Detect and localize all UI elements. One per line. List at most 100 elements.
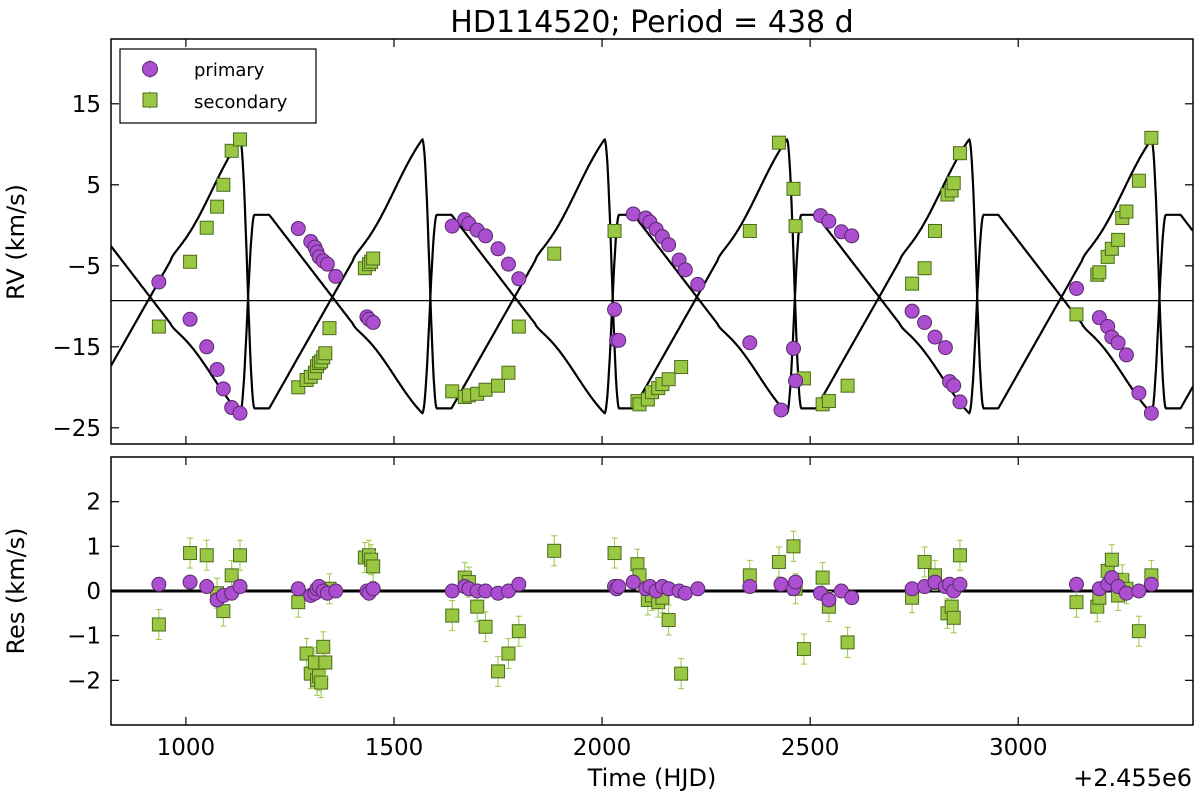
- x-tick-label: 2000: [573, 735, 632, 761]
- x-axis-label: Time (HJD): [587, 764, 717, 792]
- primary-point: [1143, 405, 1159, 421]
- secondary-point: [607, 223, 622, 238]
- primary-point: [478, 583, 494, 599]
- secondary-point: [151, 609, 166, 640]
- secondary-point: [366, 550, 381, 582]
- secondary-point: [674, 360, 689, 375]
- secondary-point: [607, 537, 622, 569]
- primary-point: [742, 335, 758, 351]
- primary-point: [788, 373, 804, 389]
- secondary-point: [199, 539, 214, 571]
- legend-marker-primary: [142, 60, 158, 78]
- secondary-point: [946, 176, 961, 191]
- secondary-point: [821, 394, 836, 409]
- primary-point: [478, 228, 494, 244]
- primary-point: [625, 574, 641, 590]
- secondary-point: [210, 199, 225, 214]
- secondary-point: [840, 626, 855, 658]
- primary-point: [328, 583, 344, 599]
- primary-point: [788, 574, 804, 590]
- secondary-point: [742, 223, 757, 238]
- secondary-point: [917, 546, 932, 578]
- primary-point: [151, 576, 167, 592]
- primary-point: [232, 579, 248, 595]
- y-tick-label: −2: [67, 668, 101, 694]
- primary-point: [1068, 280, 1084, 296]
- primary-point: [952, 394, 968, 410]
- secondary-point: [547, 246, 562, 261]
- x-offset-label: +2.455e6: [1073, 764, 1192, 792]
- secondary-point: [322, 321, 337, 336]
- secondary-point: [905, 276, 920, 291]
- primary-point: [209, 361, 225, 377]
- secondary-point: [183, 537, 198, 569]
- legend-box: [119, 48, 317, 124]
- secondary-point: [952, 146, 967, 161]
- secondary-point: [491, 378, 506, 393]
- primary-point: [500, 256, 516, 272]
- primary-model-curve: [111, 213, 1193, 415]
- secondary-point: [216, 177, 231, 192]
- secondary-point: [224, 143, 239, 158]
- secondary-point: [917, 261, 932, 276]
- primary-point: [625, 206, 641, 222]
- rv-axes-frame: [110, 38, 1194, 445]
- secondary-point: [1144, 130, 1159, 145]
- secondary-point: [199, 220, 214, 235]
- secondary-point: [183, 254, 198, 269]
- secondary-point: [788, 219, 803, 234]
- secondary-point: [1069, 586, 1084, 618]
- primary-point: [946, 378, 962, 394]
- secondary-point: [233, 539, 248, 571]
- primary-point: [151, 274, 167, 290]
- primary-point: [690, 276, 706, 292]
- primary-point: [328, 268, 344, 284]
- y-tick-label: −5: [67, 254, 101, 280]
- secondary-point: [661, 604, 676, 636]
- primary-point: [444, 583, 460, 599]
- legend-label-secondary: secondary: [194, 92, 288, 113]
- primary-point: [1110, 335, 1126, 351]
- primary-point: [904, 303, 920, 319]
- primary-point: [1118, 585, 1134, 601]
- y-tick-label: 5: [86, 173, 101, 199]
- secondary-point: [1131, 173, 1146, 188]
- primary-point: [199, 579, 215, 595]
- primary-point: [677, 262, 693, 278]
- primary-point: [611, 579, 627, 595]
- secondary-point: [511, 319, 526, 334]
- primary-point: [927, 329, 943, 345]
- secondary-point: [547, 535, 562, 567]
- primary-point: [182, 574, 198, 590]
- secondary-point: [1111, 232, 1126, 247]
- secondary-point: [318, 346, 333, 361]
- primary-point: [785, 340, 801, 356]
- secondary-point: [478, 382, 493, 397]
- residual-y-axis-label: Res (km/s): [2, 527, 30, 654]
- residual-plot-area: [111, 530, 1193, 699]
- secondary-point: [840, 378, 855, 393]
- primary-point: [773, 576, 789, 592]
- secondary-point: [946, 602, 961, 634]
- primary-point: [290, 581, 306, 597]
- secondary-point: [445, 600, 460, 632]
- rv-y-axis-label: RV (km/s): [2, 184, 30, 300]
- primary-point: [690, 581, 706, 597]
- residual-panel: 1000 1500 2000 2500 3000 2 1 0 −1 −2 Res (km/s) T…: [2, 456, 1194, 792]
- primary-point: [1131, 583, 1147, 599]
- primary-point: [661, 237, 677, 253]
- secondary-model-curve: [111, 137, 1193, 410]
- primary-point: [1068, 576, 1084, 592]
- primary-point: [952, 576, 968, 592]
- secondary-point: [796, 633, 811, 665]
- rv-panel: 15 5 −5 −15 −25 RV (km/s) primary secondary: [2, 38, 1194, 445]
- secondary-point: [786, 181, 801, 196]
- y-tick-label: 15: [72, 92, 101, 118]
- primary-point: [773, 402, 789, 418]
- primary-point: [1131, 385, 1147, 401]
- y-tick-label: −25: [52, 416, 101, 442]
- x-tick-label: 3000: [989, 735, 1048, 761]
- secondary-point: [1131, 615, 1146, 647]
- y-tick-label: 2: [86, 490, 101, 516]
- secondary-point: [1092, 265, 1107, 280]
